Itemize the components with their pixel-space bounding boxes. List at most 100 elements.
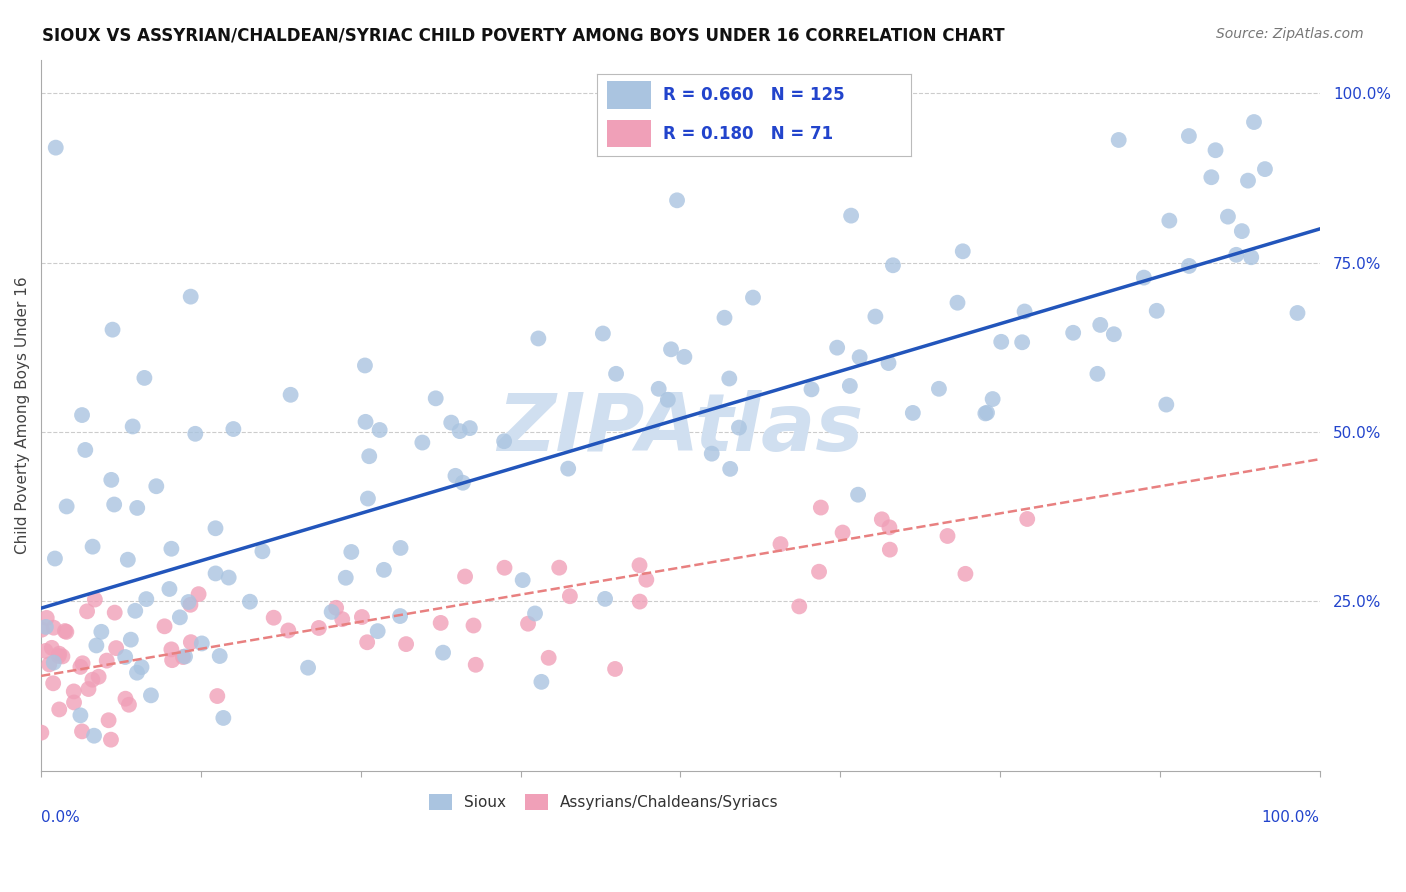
Point [981, 392, 1004, 406]
Point [82, 540, 104, 554]
Point [45, 141, 67, 155]
Point [218, 571, 240, 585]
Point [184, 426, 207, 441]
Point [335, 571, 357, 585]
Point [444, 468, 467, 483]
Point [139, 689, 162, 703]
Point [31, 623, 53, 637]
Point [1011, 335, 1033, 350]
Text: Source: ZipAtlas.com: Source: ZipAtlas.com [1216, 27, 1364, 41]
Point [831, 525, 853, 540]
Point [208, 648, 231, 663]
Point [1178, 259, 1201, 273]
Point [38, 657, 60, 672]
Point [557, 461, 579, 475]
Point [204, 566, 226, 581]
Point [321, 605, 343, 619]
Point [145, 479, 167, 493]
Point [207, 689, 229, 703]
Text: 0.0%: 0.0% [41, 810, 80, 825]
Point [838, 379, 860, 393]
Point [44, 551, 66, 566]
Point [955, 566, 977, 581]
Point [666, 194, 689, 208]
Point [121, 419, 143, 434]
Point [368, 423, 391, 437]
Point [51, 649, 73, 664]
Legend: Sioux, Assyrians/Chaldeans/Syriacs: Sioux, Assyrians/Chaldeans/Syriacs [423, 789, 785, 816]
Point [169, 610, 191, 624]
Point [657, 392, 679, 407]
Point [990, 334, 1012, 349]
Point [114, 691, 136, 706]
Point [72, 657, 94, 671]
Point [718, 462, 741, 476]
Point [1146, 303, 1168, 318]
Point [83, 592, 105, 607]
Point [359, 449, 381, 463]
Point [1108, 133, 1130, 147]
Point [69, 708, 91, 723]
Point [191, 636, 214, 650]
Point [100, 732, 122, 747]
Point [1062, 326, 1084, 340]
Point [100, 473, 122, 487]
Point [252, 544, 274, 558]
Point [659, 343, 682, 357]
Point [1225, 248, 1247, 262]
Point [212, 711, 235, 725]
Point [70, 724, 93, 739]
Point [451, 475, 474, 490]
Point [628, 558, 651, 573]
Point [1102, 327, 1125, 342]
Point [537, 650, 560, 665]
Point [127, 500, 149, 515]
Point [135, 592, 157, 607]
Point [1156, 398, 1178, 412]
Point [42, 621, 65, 635]
Point [160, 642, 183, 657]
Point [389, 609, 412, 624]
Point [82, 673, 104, 687]
Point [1205, 143, 1227, 157]
Point [848, 350, 870, 364]
Point [204, 521, 226, 535]
Point [1243, 115, 1265, 129]
Point [90, 624, 112, 639]
Point [297, 661, 319, 675]
Point [101, 323, 124, 337]
Point [42, 656, 65, 670]
Point [114, 650, 136, 665]
Point [1090, 318, 1112, 332]
Point [174, 649, 197, 664]
Point [75, 442, 97, 457]
Point [263, 610, 285, 624]
Point [1017, 512, 1039, 526]
Point [879, 520, 901, 534]
Point [350, 610, 373, 624]
Point [1240, 250, 1263, 264]
Point [494, 560, 516, 574]
Point [48, 648, 70, 663]
Point [454, 569, 477, 583]
Point [159, 582, 181, 596]
Point [55, 624, 77, 639]
Point [901, 406, 924, 420]
Point [117, 552, 139, 566]
Point [530, 674, 553, 689]
Point [180, 635, 202, 649]
Point [877, 356, 900, 370]
Point [389, 541, 412, 555]
Point [839, 209, 862, 223]
Point [354, 415, 377, 429]
Point [846, 488, 869, 502]
Point [104, 606, 127, 620]
Point [808, 565, 831, 579]
Point [160, 541, 183, 556]
Point [463, 618, 485, 632]
Point [86, 639, 108, 653]
Point [124, 604, 146, 618]
Point [432, 646, 454, 660]
Text: 100.0%: 100.0% [1261, 810, 1320, 825]
Point [882, 258, 904, 272]
